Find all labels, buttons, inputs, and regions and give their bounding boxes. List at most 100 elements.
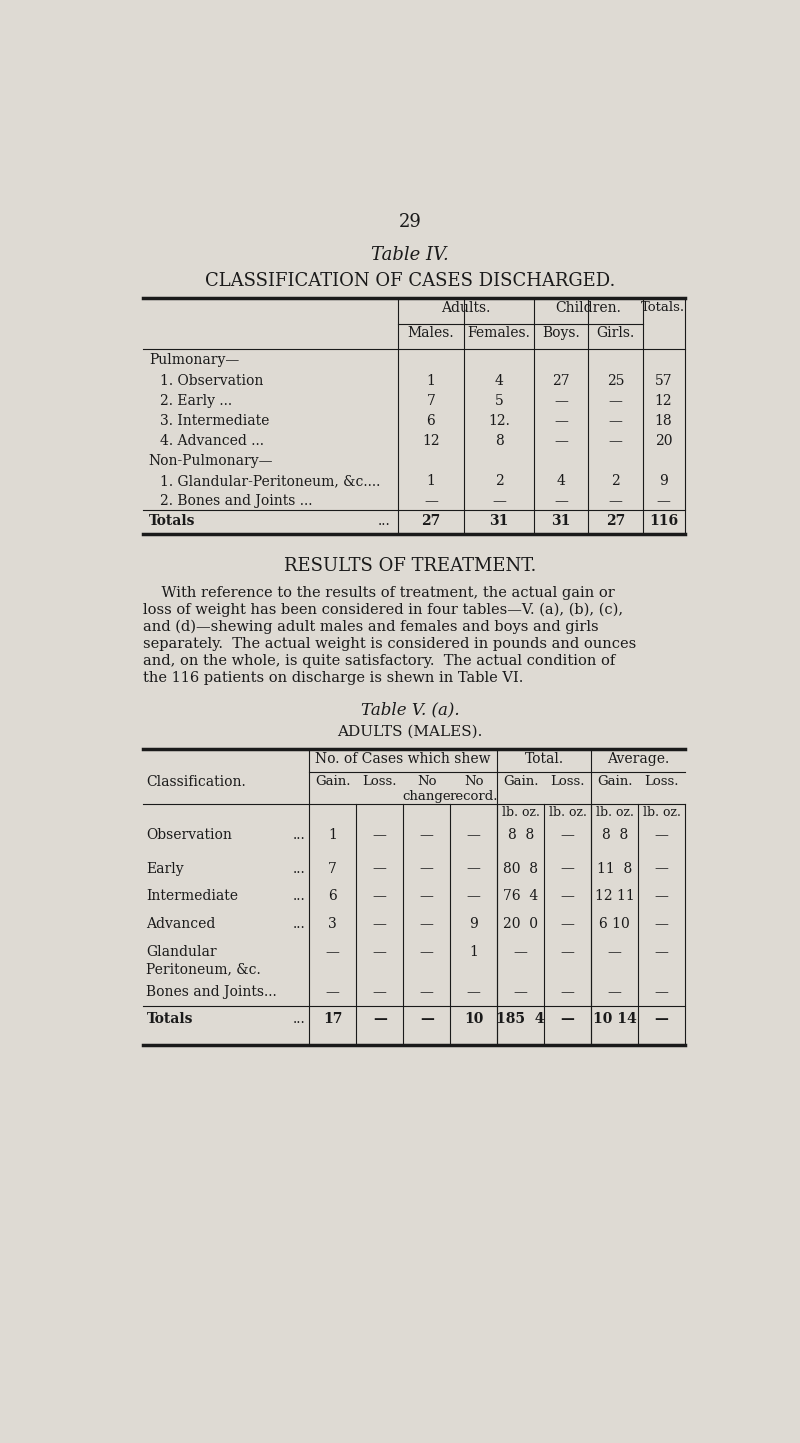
Text: —: — [420, 1013, 434, 1026]
Text: 4. Advanced ...: 4. Advanced ... [160, 434, 264, 449]
Text: —: — [373, 889, 386, 903]
Text: 18: 18 [654, 414, 672, 429]
Text: 1. Glandular-Peritoneum, &c....: 1. Glandular-Peritoneum, &c.... [160, 475, 380, 488]
Text: ...: ... [293, 828, 306, 841]
Text: Table IV.: Table IV. [371, 247, 449, 264]
Text: —: — [654, 984, 669, 999]
Text: 4: 4 [557, 475, 566, 488]
Text: —: — [554, 495, 568, 508]
Text: —: — [608, 945, 622, 958]
Text: 31: 31 [490, 514, 509, 528]
Text: —: — [326, 945, 340, 958]
Text: Girls.: Girls. [596, 326, 634, 341]
Text: 20: 20 [654, 434, 672, 449]
Text: lb. oz.: lb. oz. [596, 807, 634, 820]
Text: ...: ... [293, 916, 306, 931]
Text: 57: 57 [654, 374, 672, 388]
Text: 1: 1 [470, 945, 478, 958]
Text: —: — [654, 916, 669, 931]
Text: 17: 17 [323, 1013, 342, 1026]
Text: 11  8: 11 8 [597, 861, 632, 876]
Text: Males.: Males. [408, 326, 454, 341]
Text: —: — [554, 414, 568, 429]
Text: ADULTS (MALES).: ADULTS (MALES). [338, 724, 482, 739]
Text: 12 11: 12 11 [594, 889, 634, 903]
Text: 10 14: 10 14 [593, 1013, 637, 1026]
Text: lb. oz.: lb. oz. [502, 807, 540, 820]
Text: 1: 1 [426, 374, 435, 388]
Text: —: — [561, 828, 574, 841]
Text: 3: 3 [328, 916, 337, 931]
Text: —: — [657, 495, 670, 508]
Text: —: — [373, 1013, 386, 1026]
Text: —: — [420, 828, 434, 841]
Text: ...: ... [293, 889, 306, 903]
Text: 8: 8 [494, 434, 503, 449]
Text: No
record.: No record. [450, 775, 498, 802]
Text: —: — [373, 861, 386, 876]
Text: Observation: Observation [146, 828, 232, 841]
Text: 25: 25 [606, 374, 624, 388]
Text: 2. Bones and Joints ...: 2. Bones and Joints ... [160, 495, 312, 508]
Text: —: — [420, 861, 434, 876]
Text: 12: 12 [422, 434, 440, 449]
Text: 1: 1 [426, 475, 435, 488]
Text: Loss.: Loss. [362, 775, 397, 788]
Text: —: — [554, 394, 568, 408]
Text: —: — [326, 984, 340, 999]
Text: —: — [609, 495, 622, 508]
Text: ...: ... [293, 1013, 306, 1026]
Text: 6: 6 [328, 889, 337, 903]
Text: 8  8: 8 8 [507, 828, 534, 841]
Text: Non-Pulmonary—: Non-Pulmonary— [149, 455, 274, 468]
Text: 9: 9 [659, 475, 668, 488]
Text: —: — [654, 828, 669, 841]
Text: Gain.: Gain. [315, 775, 350, 788]
Text: 6: 6 [426, 414, 435, 429]
Text: 2: 2 [494, 475, 503, 488]
Text: —: — [609, 394, 622, 408]
Text: 116: 116 [649, 514, 678, 528]
Text: —: — [373, 828, 386, 841]
Text: —: — [466, 889, 481, 903]
Text: —: — [514, 984, 528, 999]
Text: 1: 1 [328, 828, 337, 841]
Text: 27: 27 [422, 514, 441, 528]
Text: CLASSIFICATION OF CASES DISCHARGED.: CLASSIFICATION OF CASES DISCHARGED. [205, 271, 615, 290]
Text: 31: 31 [551, 514, 571, 528]
Text: 8  8: 8 8 [602, 828, 628, 841]
Text: Adults.: Adults. [441, 302, 490, 315]
Text: 76  4: 76 4 [503, 889, 538, 903]
Text: 10: 10 [464, 1013, 483, 1026]
Text: —: — [424, 495, 438, 508]
Text: —: — [608, 984, 622, 999]
Text: No. of Cases which shew: No. of Cases which shew [315, 752, 491, 766]
Text: 3. Intermediate: 3. Intermediate [160, 414, 269, 429]
Text: Females.: Females. [468, 326, 530, 341]
Text: —: — [561, 945, 574, 958]
Text: Classification.: Classification. [146, 775, 246, 788]
Text: 9: 9 [470, 916, 478, 931]
Text: RESULTS OF TREATMENT.: RESULTS OF TREATMENT. [284, 557, 536, 574]
Text: Table V. (a).: Table V. (a). [361, 701, 459, 719]
Text: 2: 2 [611, 475, 620, 488]
Text: Pulmonary—: Pulmonary— [149, 352, 239, 367]
Text: and, on the whole, is quite satisfactory.  The actual condition of: and, on the whole, is quite satisfactory… [142, 654, 615, 668]
Text: —: — [609, 434, 622, 449]
Text: —: — [654, 945, 669, 958]
Text: —: — [654, 1013, 669, 1026]
Text: 185  4: 185 4 [497, 1013, 545, 1026]
Text: 6 10: 6 10 [599, 916, 630, 931]
Text: lb. oz.: lb. oz. [549, 807, 586, 820]
Text: —: — [561, 861, 574, 876]
Text: —: — [420, 984, 434, 999]
Text: Total.: Total. [525, 752, 564, 766]
Text: —: — [609, 414, 622, 429]
Text: Glandular
Peritoneum, &c.: Glandular Peritoneum, &c. [146, 945, 262, 975]
Text: —: — [654, 861, 669, 876]
Text: —: — [373, 945, 386, 958]
Text: Loss.: Loss. [550, 775, 585, 788]
Text: 2. Early ...: 2. Early ... [160, 394, 232, 408]
Text: separately.  The actual weight is considered in pounds and ounces: separately. The actual weight is conside… [142, 636, 636, 651]
Text: 4: 4 [494, 374, 503, 388]
